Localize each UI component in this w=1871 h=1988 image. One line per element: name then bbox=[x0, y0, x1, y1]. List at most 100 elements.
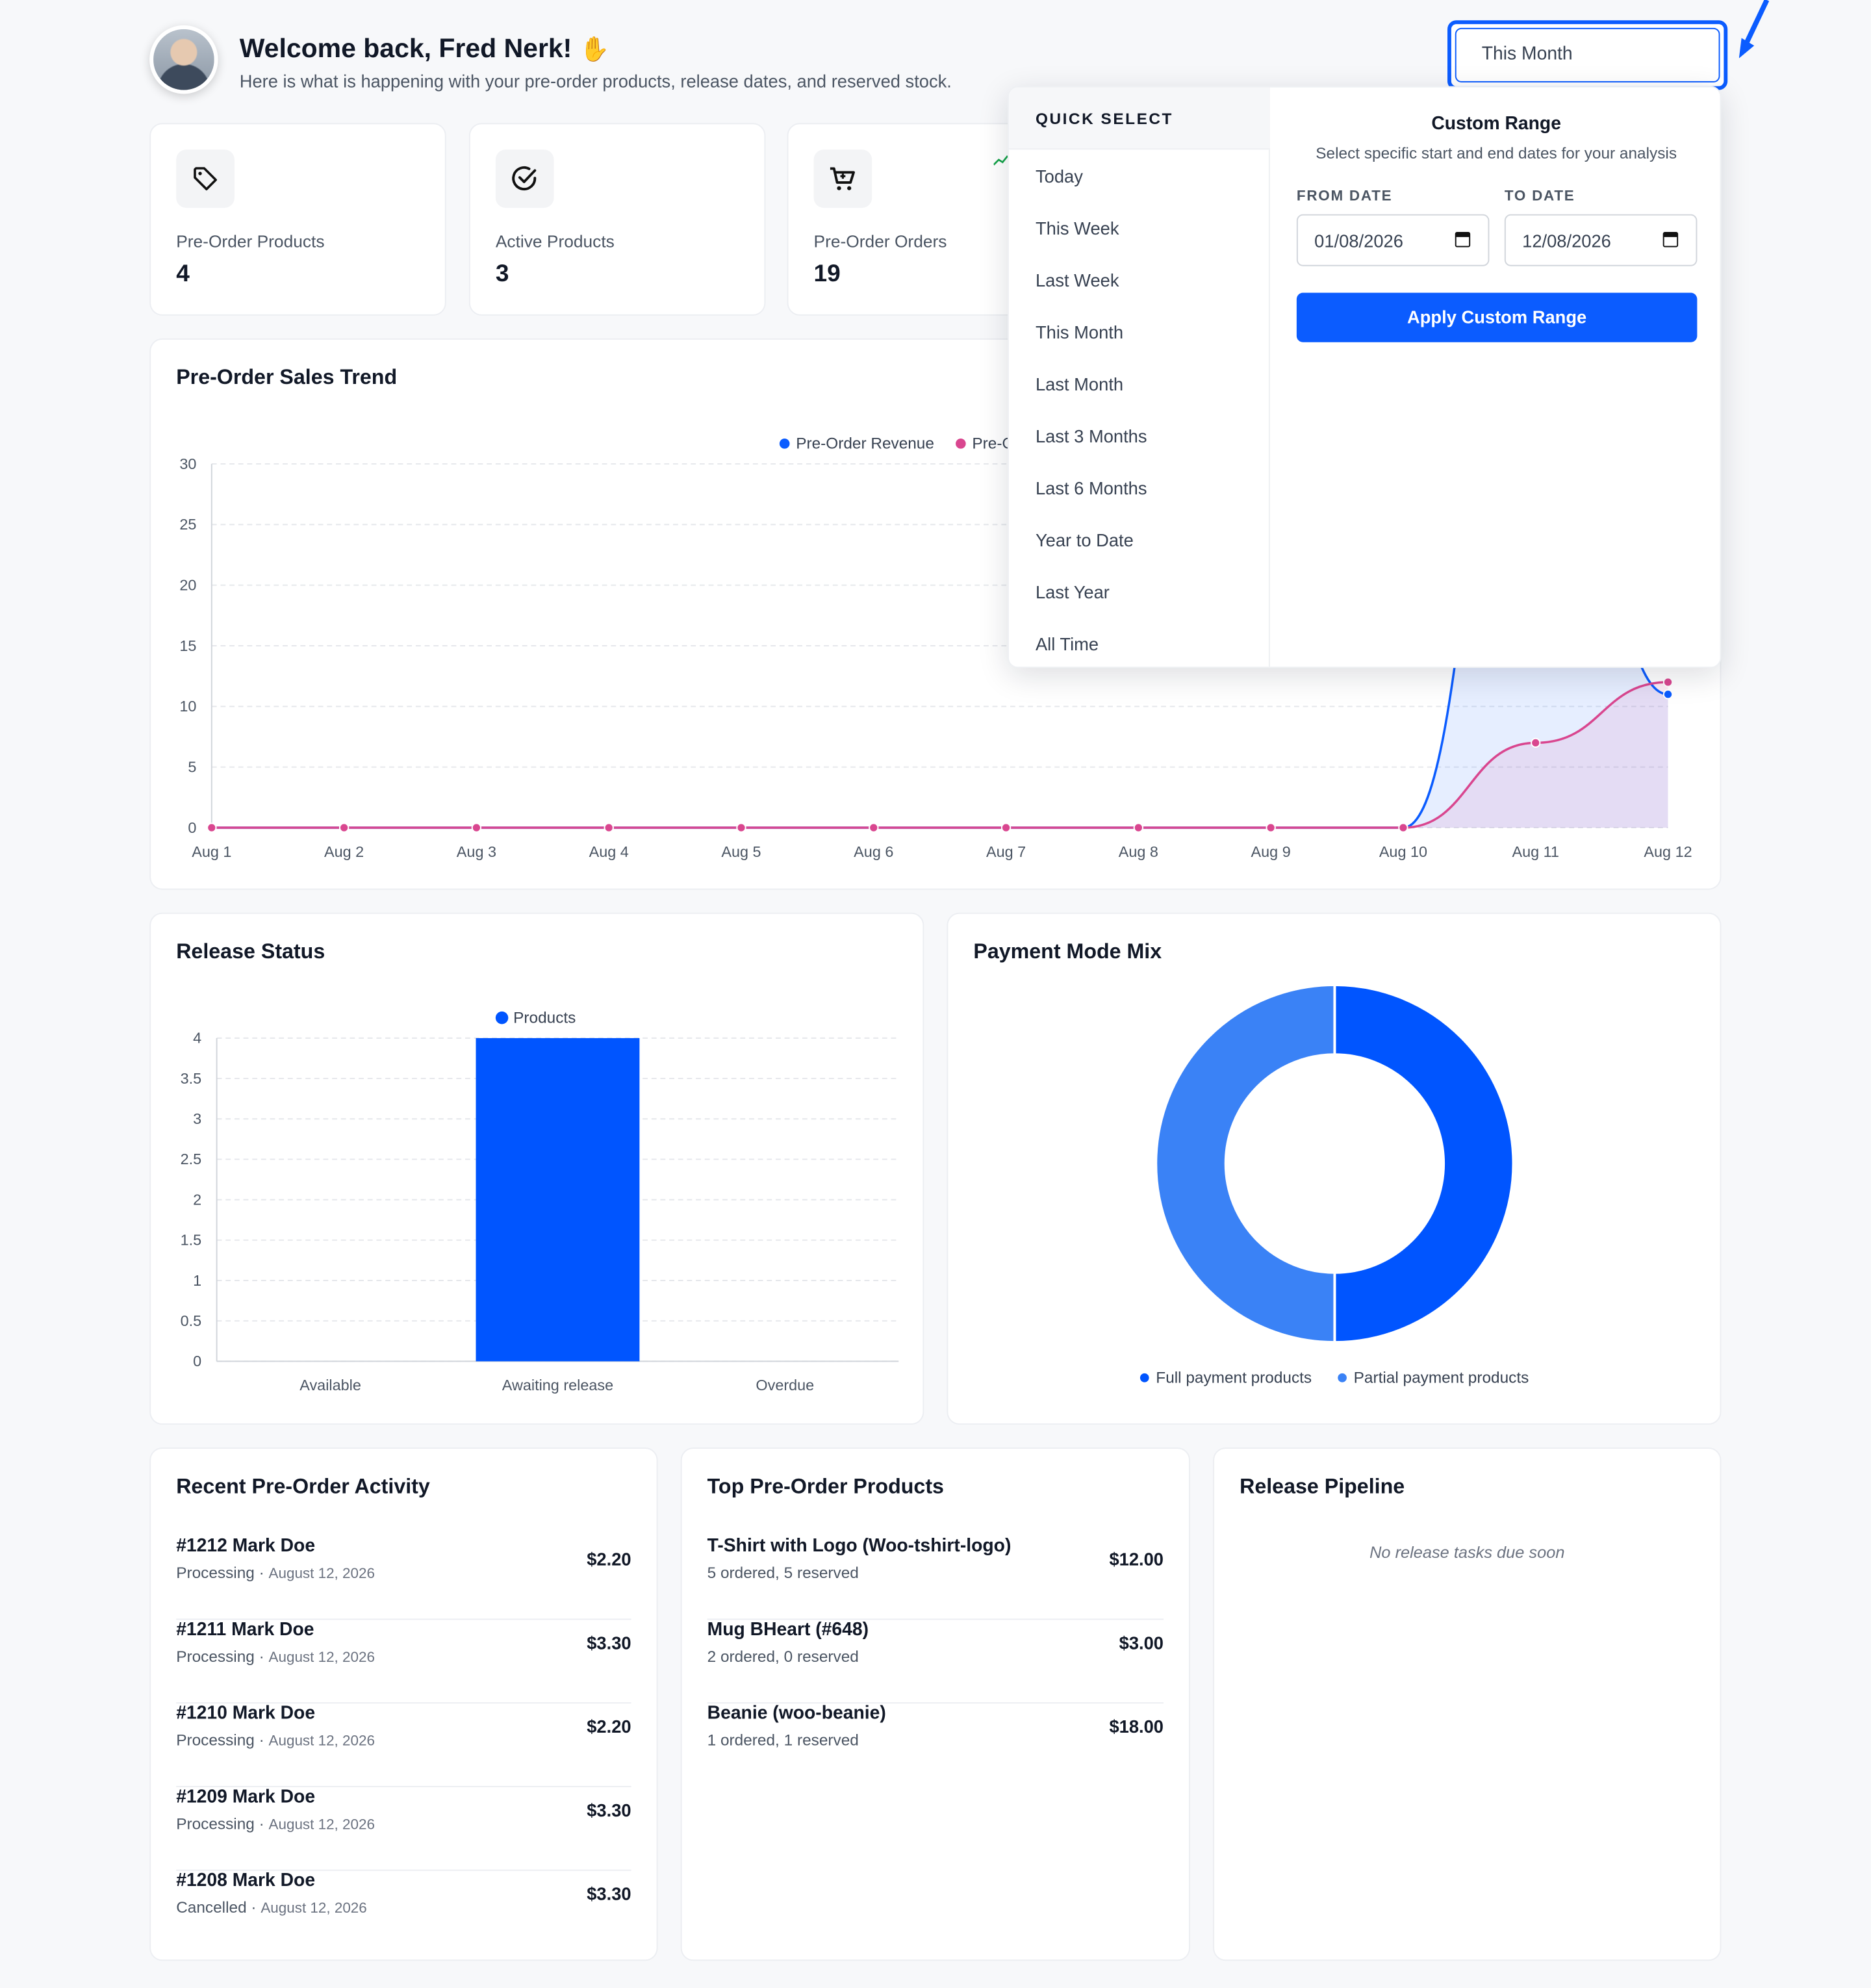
data-point[interactable] bbox=[1662, 689, 1674, 700]
product-title[interactable]: Mug BHeart (#648) bbox=[707, 1620, 869, 1640]
stat-value: 19 bbox=[813, 261, 841, 288]
welcome-heading: Welcome back, Fred Nerk! ✋ bbox=[240, 34, 609, 65]
legend-label-full[interactable]: Full payment products bbox=[1156, 1370, 1312, 1387]
data-point[interactable] bbox=[471, 822, 482, 833]
legend-label-orders[interactable]: Pre-O bbox=[972, 435, 1014, 453]
activity-row[interactable]: #1208 Mark Doe Cancelled · August 12, 20… bbox=[176, 1871, 631, 1955]
payment-mix-title: Payment Mode Mix bbox=[973, 940, 1162, 963]
data-point[interactable] bbox=[1398, 822, 1408, 833]
release-status-card: Release Status 0 0.5 1 1.5 2 2.5 3 3.5 4 Availab… bbox=[149, 912, 924, 1425]
x-tick-label: Aug 12 bbox=[1644, 843, 1692, 860]
data-point[interactable] bbox=[1000, 822, 1012, 833]
stat-label: Active Products bbox=[495, 232, 615, 251]
order-title[interactable]: #1212 Mark Doe bbox=[176, 1536, 316, 1557]
from-date-label: FROM DATE bbox=[1296, 188, 1393, 205]
product-title[interactable]: Beanie (woo-beanie) bbox=[707, 1703, 886, 1724]
x-tick-label: Aug 6 bbox=[854, 843, 893, 860]
y-tick-label: 3.5 bbox=[181, 1070, 202, 1087]
order-title[interactable]: #1210 Mark Doe bbox=[176, 1703, 316, 1724]
check-circle-icon bbox=[495, 149, 554, 208]
x-tick-label: Aug 1 bbox=[192, 843, 231, 860]
y-tick-label: 0 bbox=[188, 819, 196, 836]
product-row[interactable]: Beanie (woo-beanie) 1 ordered, 1 reserve… bbox=[707, 1703, 1164, 1787]
payment-mix-chart: Full payment products Partial payment pr… bbox=[1139, 983, 1529, 1387]
activity-row[interactable]: #1209 Mark Doe Processing · August 12, 2… bbox=[176, 1787, 631, 1871]
product-row[interactable]: Mug BHeart (#648) 2 ordered, 0 reserved … bbox=[707, 1620, 1164, 1704]
x-tick-label: Aug 11 bbox=[1512, 843, 1559, 860]
top-products-card: Top Pre-Order Products T-Shirt with Logo… bbox=[680, 1447, 1190, 1961]
product-amount: $18.00 bbox=[1109, 1716, 1164, 1737]
order-title[interactable]: #1211 Mark Doe bbox=[176, 1620, 314, 1640]
activity-row[interactable]: #1212 Mark Doe Processing · August 12, 2… bbox=[176, 1536, 631, 1620]
x-tick-label: Aug 4 bbox=[589, 843, 629, 860]
calendar-icon[interactable] bbox=[1662, 232, 1679, 248]
stat-card-active-products: Active Products 3 bbox=[468, 123, 766, 316]
quick-select-all-time[interactable]: All Time bbox=[1035, 633, 1099, 654]
custom-range-title: Custom Range bbox=[1431, 114, 1561, 134]
payment-mix-card: Payment Mode Mix Full payment products P… bbox=[947, 912, 1722, 1425]
stat-value: 3 bbox=[495, 261, 509, 288]
stat-value: 4 bbox=[176, 261, 190, 288]
legend-label-revenue[interactable]: Pre-Order Revenue bbox=[796, 435, 934, 453]
order-title[interactable]: #1209 Mark Doe bbox=[176, 1787, 316, 1808]
bar[interactable] bbox=[476, 1038, 640, 1362]
apply-custom-range-button[interactable]: Apply Custom Range bbox=[1296, 292, 1698, 342]
order-meta: Processing · August 12, 2026 bbox=[176, 1815, 375, 1833]
data-point[interactable] bbox=[207, 822, 217, 833]
data-point[interactable] bbox=[1662, 677, 1674, 687]
x-tick-label: Awaiting release bbox=[502, 1377, 613, 1394]
pie-slice[interactable] bbox=[1154, 983, 1336, 1344]
y-tick-label: 20 bbox=[179, 577, 196, 594]
quick-select-last-week[interactable]: Last Week bbox=[1035, 270, 1119, 290]
data-point[interactable] bbox=[604, 822, 614, 833]
data-point[interactable] bbox=[869, 822, 879, 833]
order-title[interactable]: #1208 Mark Doe bbox=[176, 1870, 316, 1891]
quick-select-today[interactable]: Today bbox=[1035, 166, 1083, 186]
y-tick-label: 0 bbox=[193, 1353, 201, 1370]
order-date: August 12, 2026 bbox=[268, 1566, 375, 1582]
quick-select-year-to-date[interactable]: Year to Date bbox=[1035, 529, 1134, 550]
product-row[interactable]: T-Shirt with Logo (Woo-tshirt-logo) 5 or… bbox=[707, 1536, 1164, 1620]
legend-dot-orders bbox=[956, 439, 966, 449]
quick-select-last-3-months[interactable]: Last 3 Months bbox=[1035, 426, 1147, 446]
data-point[interactable] bbox=[338, 822, 350, 833]
data-point[interactable] bbox=[1266, 822, 1276, 833]
quick-select-last-month[interactable]: Last Month bbox=[1035, 374, 1124, 394]
data-point[interactable] bbox=[1531, 737, 1541, 748]
order-meta: Processing · August 12, 2026 bbox=[176, 1564, 375, 1582]
product-title[interactable]: T-Shirt with Logo (Woo-tshirt-logo) bbox=[707, 1536, 1012, 1557]
legend-label-products[interactable]: Products bbox=[513, 1009, 576, 1026]
pie-slice[interactable] bbox=[1333, 983, 1515, 1344]
date-range-selector[interactable]: This Month bbox=[1447, 20, 1728, 90]
activity-row[interactable]: #1210 Mark Doe Processing · August 12, 2… bbox=[176, 1703, 631, 1787]
quick-select-last-year[interactable]: Last Year bbox=[1035, 581, 1110, 602]
quick-select-last-6-months[interactable]: Last 6 Months bbox=[1035, 478, 1147, 498]
legend-label-partial[interactable]: Partial payment products bbox=[1354, 1370, 1529, 1387]
release-pipeline-title: Release Pipeline bbox=[1240, 1475, 1405, 1499]
date-range-value[interactable]: This Month bbox=[1455, 27, 1720, 83]
product-meta: 1 ordered, 1 reserved bbox=[707, 1731, 859, 1750]
waving-hand-icon: ✋ bbox=[579, 36, 610, 64]
legend-dot-partial bbox=[1338, 1373, 1347, 1383]
y-tick-label: 2 bbox=[193, 1191, 201, 1208]
avatar[interactable] bbox=[149, 25, 218, 94]
product-meta: 2 ordered, 0 reserved bbox=[707, 1648, 859, 1666]
trend-up-icon bbox=[993, 155, 1009, 166]
data-point[interactable] bbox=[736, 822, 746, 833]
release-status-title: Release Status bbox=[176, 940, 325, 963]
calendar-icon[interactable] bbox=[1455, 232, 1471, 248]
activity-row[interactable]: #1211 Mark Doe Processing · August 12, 2… bbox=[176, 1620, 631, 1704]
quick-select-this-week[interactable]: This Week bbox=[1035, 218, 1119, 238]
y-tick-label: 25 bbox=[179, 516, 196, 533]
order-amount: $3.30 bbox=[587, 1800, 631, 1820]
legend-dot-products bbox=[495, 1011, 509, 1025]
from-date-input[interactable]: 01/08/2026 bbox=[1296, 214, 1490, 266]
data-point[interactable] bbox=[1133, 822, 1143, 833]
order-status: Processing bbox=[176, 1564, 255, 1582]
to-date-input[interactable]: 12/08/2026 bbox=[1504, 214, 1698, 266]
y-tick-label: 10 bbox=[179, 698, 196, 715]
quick-select-this-month[interactable]: This Month bbox=[1035, 322, 1124, 342]
recent-activity-card: Recent Pre-Order Activity #1212 Mark Doe… bbox=[149, 1447, 658, 1961]
empty-state-text: No release tasks due soon bbox=[1369, 1542, 1565, 1562]
order-amount: $2.20 bbox=[587, 1549, 631, 1570]
